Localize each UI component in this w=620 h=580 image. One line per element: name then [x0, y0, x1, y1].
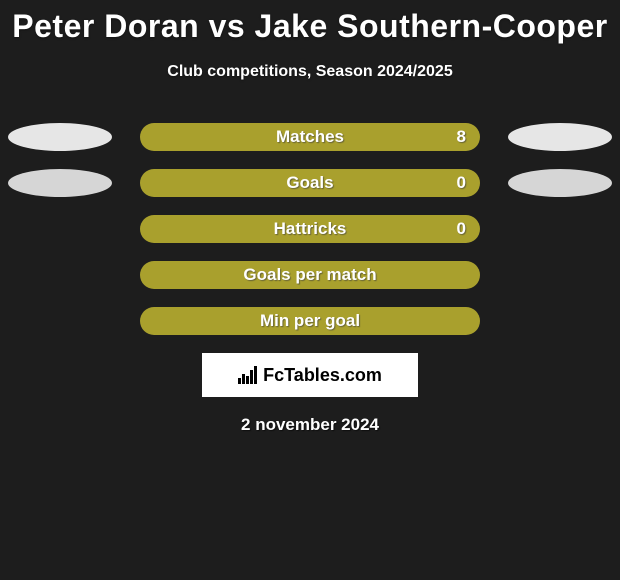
bar-value: 8	[457, 123, 466, 151]
logo: FcTables.com	[202, 353, 418, 397]
bar-value: 0	[457, 215, 466, 243]
stat-row: Hattricks 0	[0, 215, 620, 243]
stat-bar: Min per goal	[140, 307, 480, 335]
left-ellipse	[8, 123, 112, 151]
bar-label: Min per goal	[140, 307, 480, 335]
stat-bar: Matches 8	[140, 123, 480, 151]
bar-label: Goals	[140, 169, 480, 197]
left-ellipse	[8, 169, 112, 197]
subtitle: Club competitions, Season 2024/2025	[0, 63, 620, 81]
stat-bar: Goals per match	[140, 261, 480, 289]
stat-row: Goals 0	[0, 169, 620, 197]
stat-rows: Matches 8 Goals 0 Hattricks 0 Goals per …	[0, 123, 620, 335]
stat-row: Min per goal	[0, 307, 620, 335]
bar-label: Matches	[140, 123, 480, 151]
stat-bar: Hattricks 0	[140, 215, 480, 243]
bar-value: 0	[457, 169, 466, 197]
stat-row: Matches 8	[0, 123, 620, 151]
stat-row: Goals per match	[0, 261, 620, 289]
date-label: 2 november 2024	[0, 415, 620, 435]
page-title: Peter Doran vs Jake Southern-Cooper	[0, 0, 620, 45]
bar-label: Hattricks	[140, 215, 480, 243]
stat-bar: Goals 0	[140, 169, 480, 197]
bar-label: Goals per match	[140, 261, 480, 289]
right-ellipse	[508, 123, 612, 151]
right-ellipse	[508, 169, 612, 197]
logo-text: FcTables.com	[263, 365, 382, 386]
chart-icon	[238, 366, 257, 384]
